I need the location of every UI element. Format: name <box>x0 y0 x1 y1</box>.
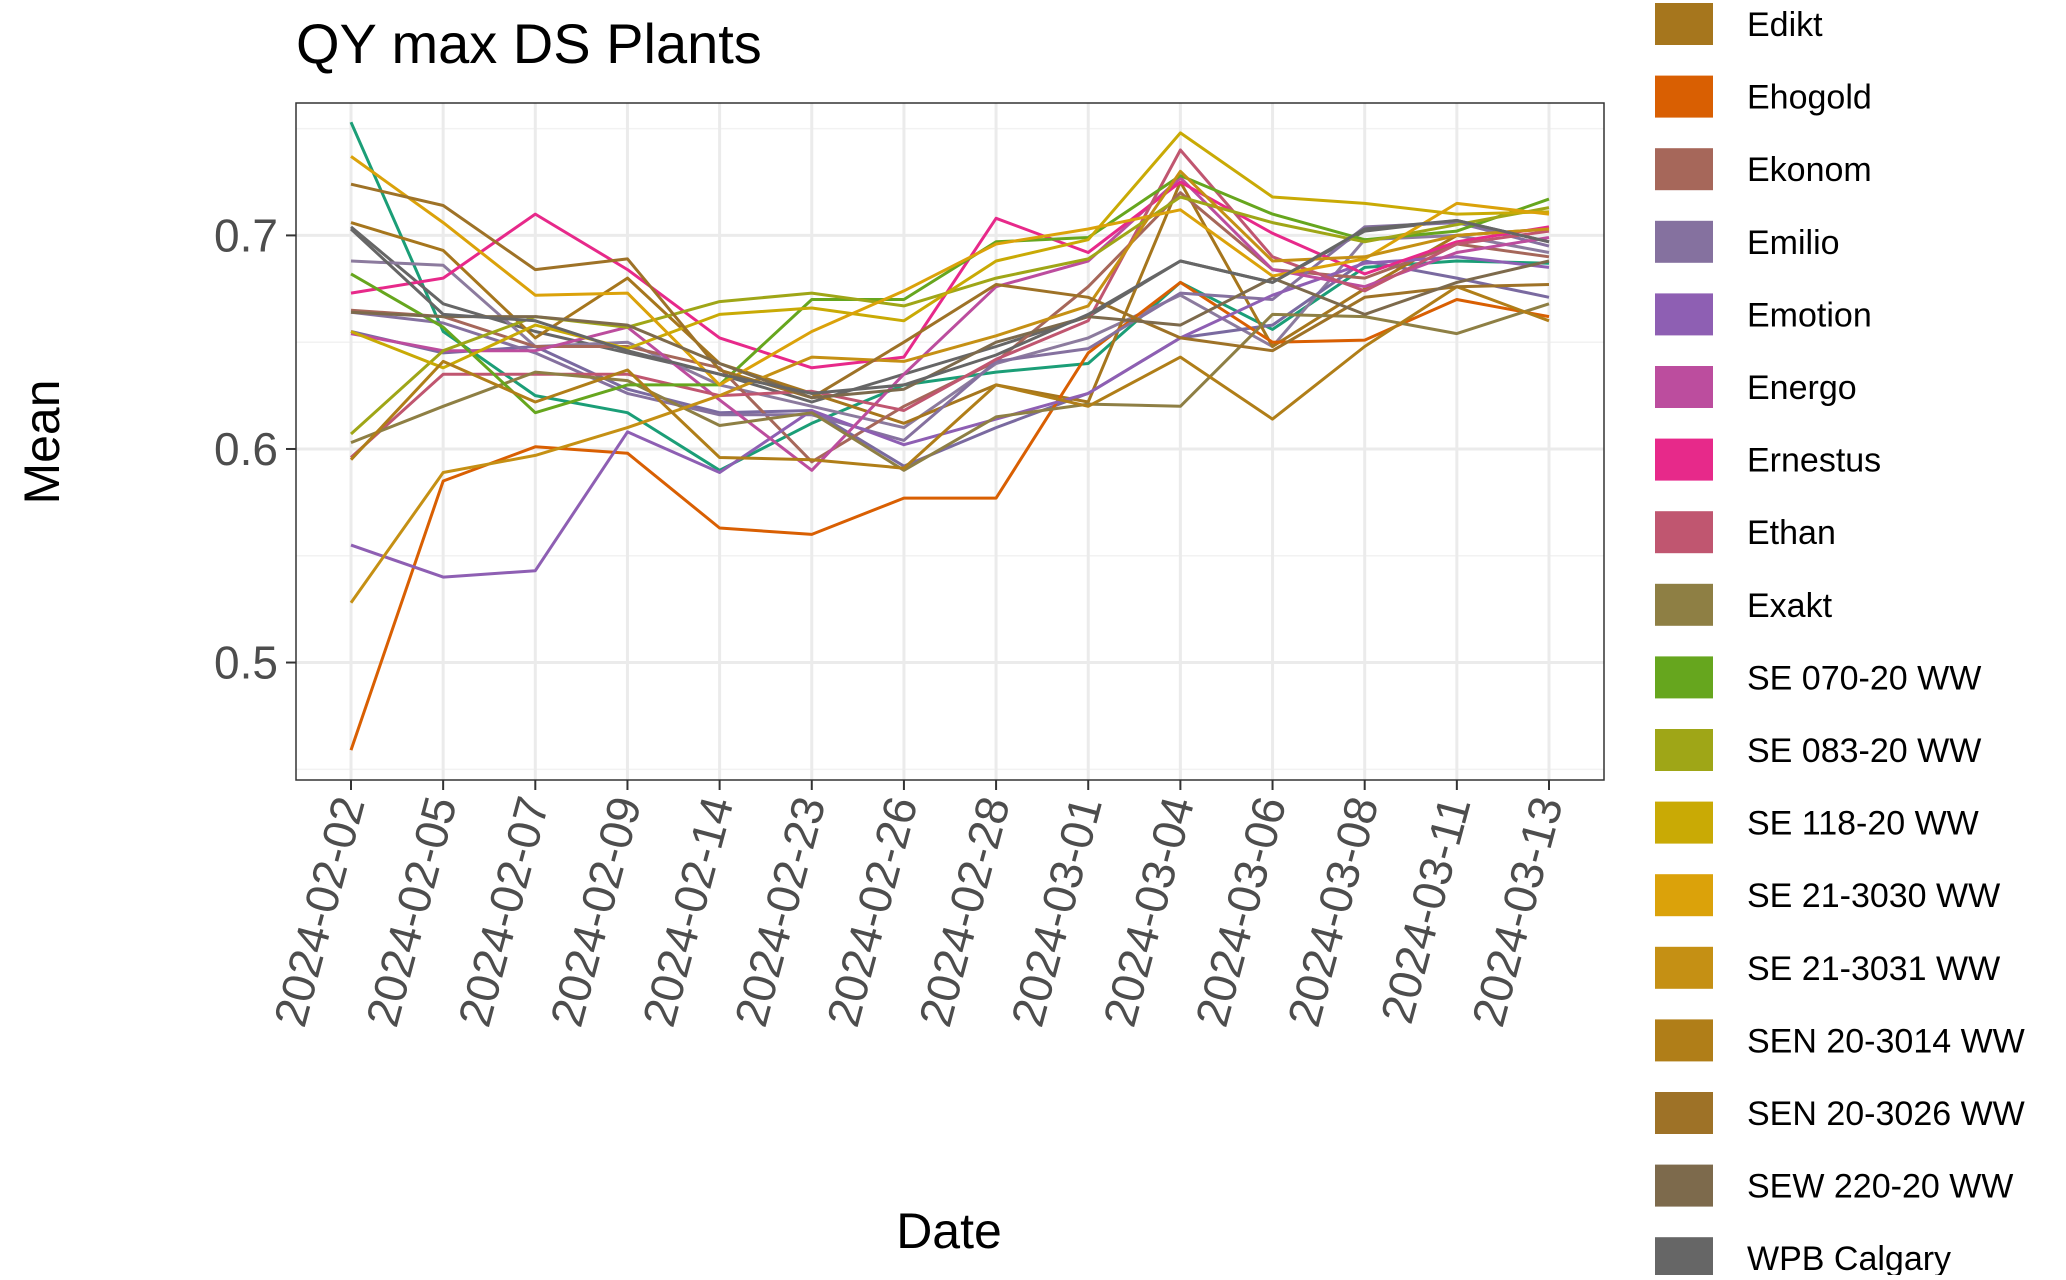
plot-panel <box>296 103 1604 780</box>
legend-key <box>1655 801 1713 844</box>
series-line-14 <box>350 174 1550 415</box>
legend-label: Exakt <box>1747 587 1833 625</box>
legend-key <box>1655 75 1713 118</box>
y-axis-label: Mean <box>14 379 70 504</box>
legend: Edikt Ehogold Ekonom Emilio Emotion Energo Ern… <box>1655 3 2025 1280</box>
series-line-6 <box>349 280 1550 751</box>
legend-key <box>1655 946 1713 989</box>
y-tick-label: 0.6 <box>214 423 278 475</box>
legend-key <box>1655 293 1713 336</box>
legend-key <box>1655 583 1713 626</box>
legend-label: SE 21-3030 WW <box>1747 877 2000 915</box>
y-tick-label: 0.7 <box>214 209 278 261</box>
legend-label: Ethan <box>1747 514 1836 552</box>
legend-label: SE 21-3031 WW <box>1747 950 2000 988</box>
legend-key <box>1655 511 1713 554</box>
series-line-4 <box>350 259 1550 468</box>
y-tick-label: 0.5 <box>214 637 278 689</box>
legend-key <box>1655 220 1713 263</box>
legend-key <box>1655 1092 1713 1134</box>
legend-key <box>1655 1237 1713 1280</box>
plot-background <box>296 103 1604 780</box>
legend-label: SEN 20-3026 WW <box>1747 1095 2025 1133</box>
series-line-21 <box>350 259 1550 400</box>
plot-border <box>295 102 1605 781</box>
legend-key <box>1655 438 1713 481</box>
legend-label: Energo <box>1747 369 1857 407</box>
legend-key <box>1655 1019 1713 1062</box>
x-axis-label: Date <box>896 1203 1002 1259</box>
series-line-18 <box>349 169 1550 604</box>
legend-label: SE 118-20 WW <box>1747 805 1979 843</box>
legend-key <box>1655 656 1713 699</box>
legend-label: Emilio <box>1747 224 1840 262</box>
legend-key <box>1655 874 1713 917</box>
legend-label: WPB Calgary <box>1747 1240 1951 1275</box>
legend-key <box>1655 1164 1713 1207</box>
series-lines <box>349 121 1550 751</box>
legend-label: SEN 20-3014 WW <box>1747 1022 2025 1060</box>
legend-label: SEW 220-20 WW <box>1747 1168 2013 1206</box>
series-line-16 <box>350 131 1550 370</box>
series-line-19 <box>349 285 1550 470</box>
legend-label: Emotion <box>1747 296 1872 334</box>
series-line-11 <box>350 180 1550 370</box>
legend-label: Ekonom <box>1747 151 1872 189</box>
series-line-17 <box>350 155 1550 387</box>
legend-key <box>1655 3 1713 45</box>
legend-key <box>1655 148 1713 191</box>
legend-label: SE 070-20 WW <box>1747 659 1981 697</box>
legend-label: Ehogold <box>1747 79 1872 117</box>
chart-title: QY max DS Plants <box>296 12 762 75</box>
series-line-20 <box>350 182 1550 400</box>
legend-label: Edikt <box>1747 6 1823 44</box>
legend-label: Ernestus <box>1747 442 1881 480</box>
series-line-13 <box>350 302 1550 472</box>
legend-label: SE 083-20 WW <box>1747 732 1981 770</box>
series-line-22 <box>349 219 1550 395</box>
legend-key <box>1655 729 1713 771</box>
legend-key <box>1655 366 1713 408</box>
